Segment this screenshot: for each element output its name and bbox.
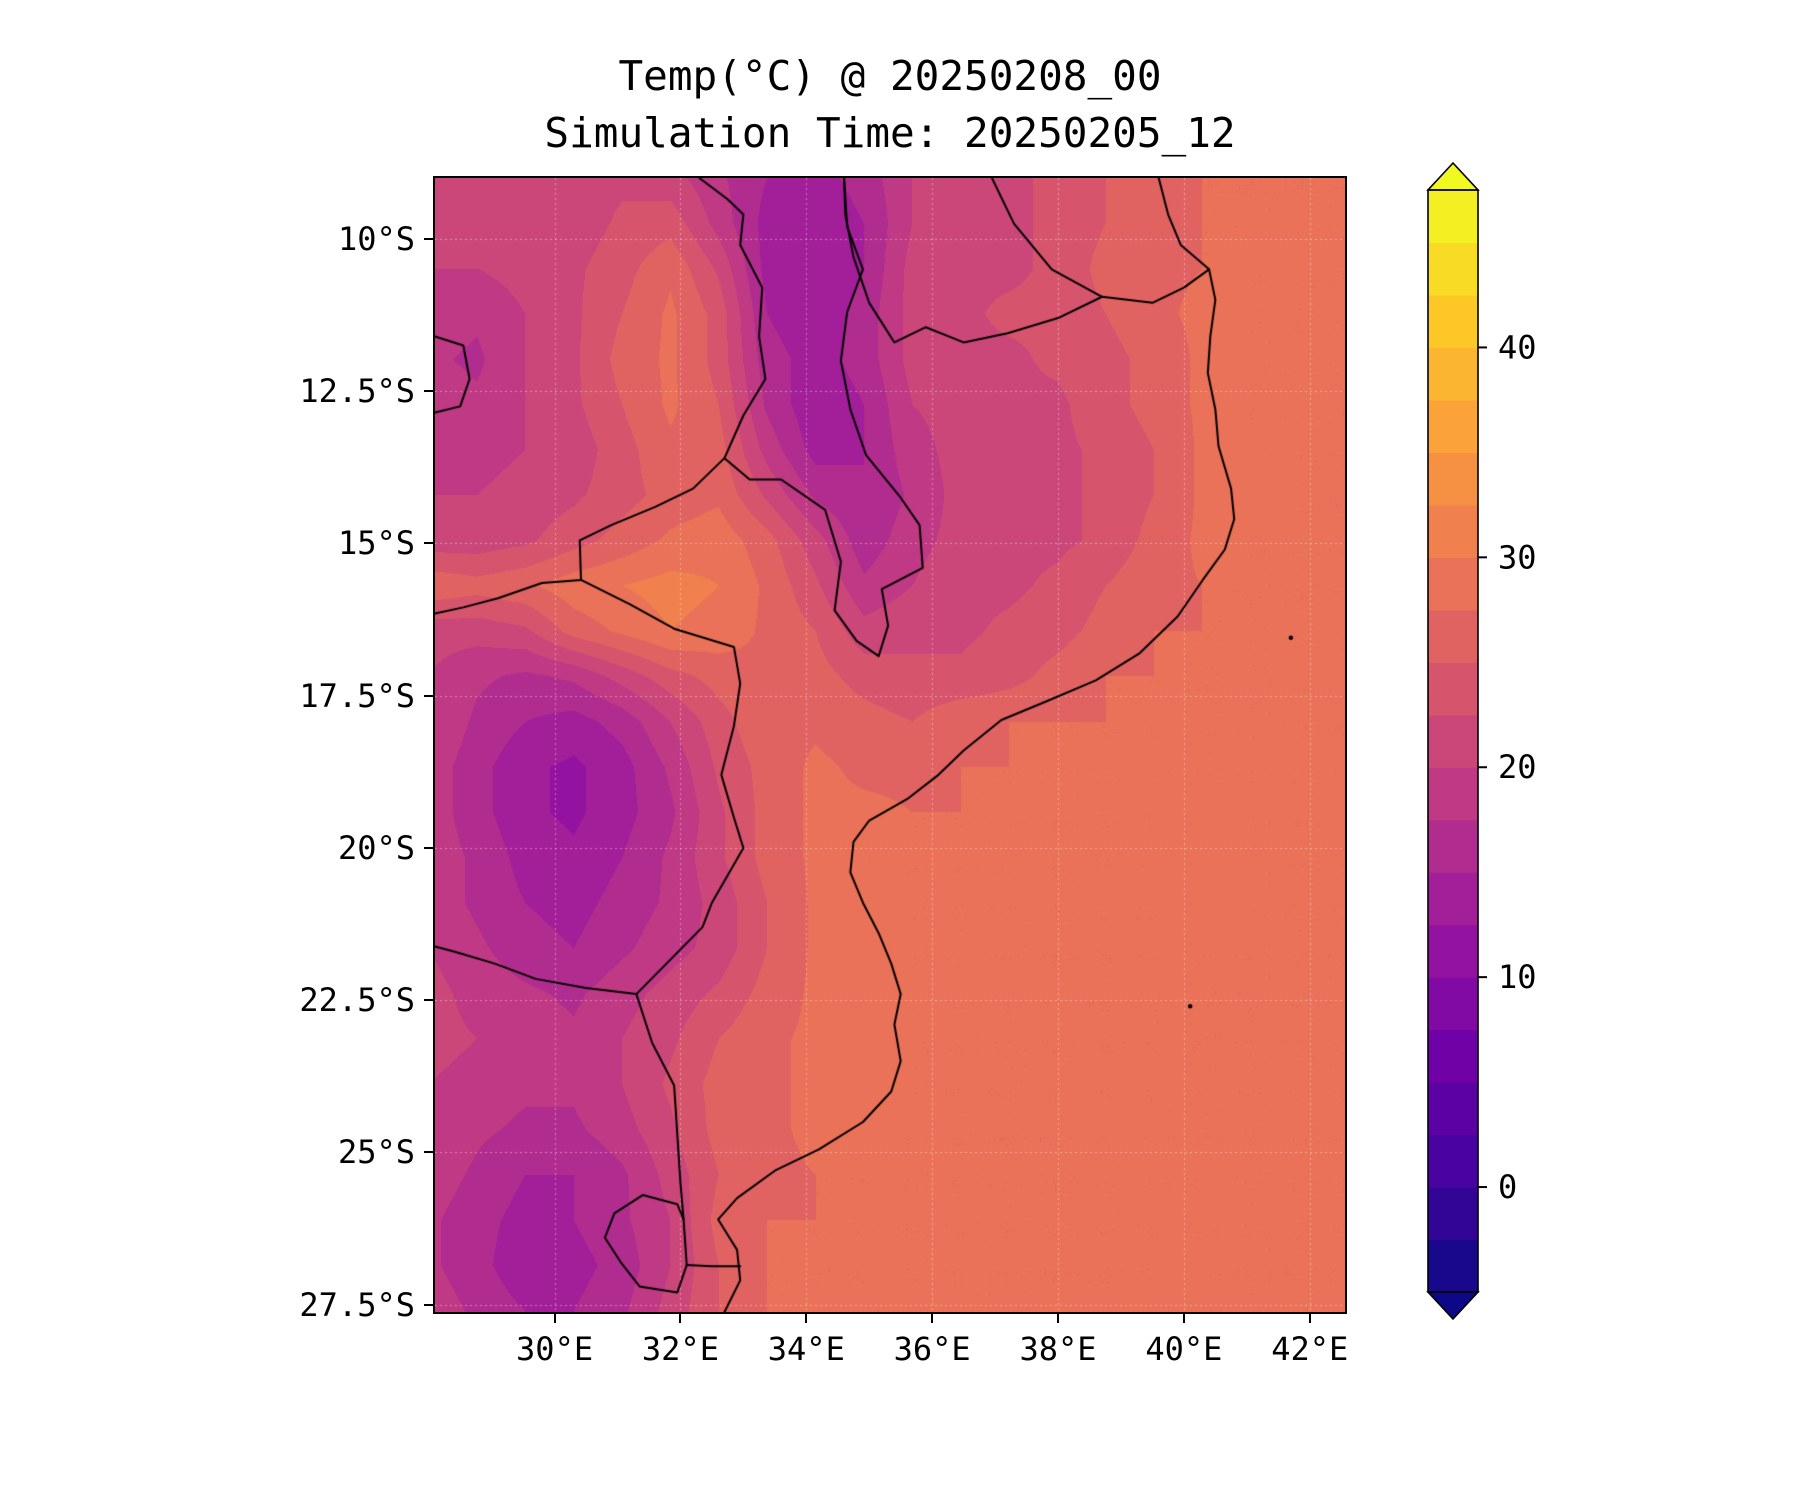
y-tick-mark: [424, 1151, 433, 1154]
y-tick-mark: [424, 846, 433, 849]
colorbar-band: [1428, 609, 1478, 663]
colorbar-band: [1428, 977, 1478, 1031]
colorbar-band: [1428, 714, 1478, 768]
colorbar-band: [1428, 504, 1478, 558]
colorbar-band: [1428, 872, 1478, 926]
colorbar-band: [1428, 294, 1478, 349]
x-tick-mark: [1182, 1314, 1185, 1323]
y-tick-mark: [424, 999, 433, 1002]
colorbar-band: [1428, 1239, 1478, 1293]
colorbar-band: [1428, 1029, 1478, 1083]
x-tick-mark: [1308, 1314, 1311, 1323]
colorbar-band: [1428, 399, 1478, 453]
y-tick-mark: [424, 694, 433, 697]
colorbar-band: [1428, 924, 1478, 978]
x-tick-label: 32°E: [641, 1330, 719, 1368]
y-tick-label: 27.5°S: [299, 1285, 415, 1324]
x-tick-mark: [931, 1314, 934, 1323]
plot-title: Temp(°C) @ 20250208_00: [618, 52, 1162, 100]
map-frame: [433, 176, 1347, 1314]
colorbar-band: [1428, 557, 1478, 611]
temperature-colorbar: 0 10 20 30 40: [1426, 161, 1537, 1321]
x-tick-label: 30°E: [516, 1330, 594, 1368]
y-tick-label: 10°S: [337, 219, 415, 258]
colorbar-extend-arrow: [1426, 1291, 1480, 1321]
y-tick-label: 17.5°S: [299, 676, 415, 715]
colorbar-tick-label: 0: [1498, 1168, 1517, 1206]
y-tick-label: 12.5°S: [299, 372, 415, 411]
colorbar-band: [1428, 767, 1478, 821]
x-tick-label: 34°E: [767, 1330, 845, 1368]
y-tick-mark: [424, 542, 433, 545]
colorbar-band: [1428, 190, 1478, 244]
colorbar-tick-label: 30: [1498, 538, 1537, 576]
colorbar-extend-arrow: [1426, 161, 1480, 191]
x-tick-mark: [805, 1314, 808, 1323]
x-tick-label: 40°E: [1145, 1330, 1223, 1368]
colorbar-outline: [1427, 189, 1479, 1293]
x-tick-mark: [1057, 1314, 1060, 1323]
colorbar-band: [1428, 347, 1478, 401]
y-tick-label: 25°S: [337, 1133, 415, 1172]
x-tick-label: 42°E: [1271, 1330, 1349, 1368]
x-tick-label: 38°E: [1019, 1330, 1097, 1368]
y-tick-label: 15°S: [337, 524, 415, 563]
colorbar-band: [1428, 819, 1478, 873]
colorbar-tick-label: 20: [1498, 748, 1537, 786]
y-tick-mark: [424, 390, 433, 393]
y-tick-label: 22.5°S: [299, 981, 415, 1020]
x-tick-mark: [553, 1314, 556, 1323]
colorbar-band: [1428, 242, 1478, 296]
x-tick-label: 36°E: [893, 1330, 971, 1368]
colorbar-tick-label: 40: [1498, 328, 1537, 366]
colorbar-tick-label: 10: [1498, 958, 1537, 996]
x-tick-mark: [679, 1314, 682, 1323]
colorbar-band: [1428, 1134, 1478, 1188]
y-tick-mark: [424, 1303, 433, 1306]
y-tick-mark: [424, 237, 433, 240]
y-tick-label: 20°S: [337, 828, 415, 867]
temperature-heatmap-canvas: [435, 178, 1345, 1312]
colorbar-band: [1428, 1082, 1478, 1136]
title-block: Temp(°C) @ 20250208_00 Simulation Time: …: [435, 48, 1345, 162]
colorbar-band: [1428, 662, 1478, 716]
colorbar-band: [1428, 452, 1478, 506]
plot-subtitle: Simulation Time: 20250205_12: [544, 109, 1236, 157]
colorbar-band: [1428, 1187, 1478, 1241]
